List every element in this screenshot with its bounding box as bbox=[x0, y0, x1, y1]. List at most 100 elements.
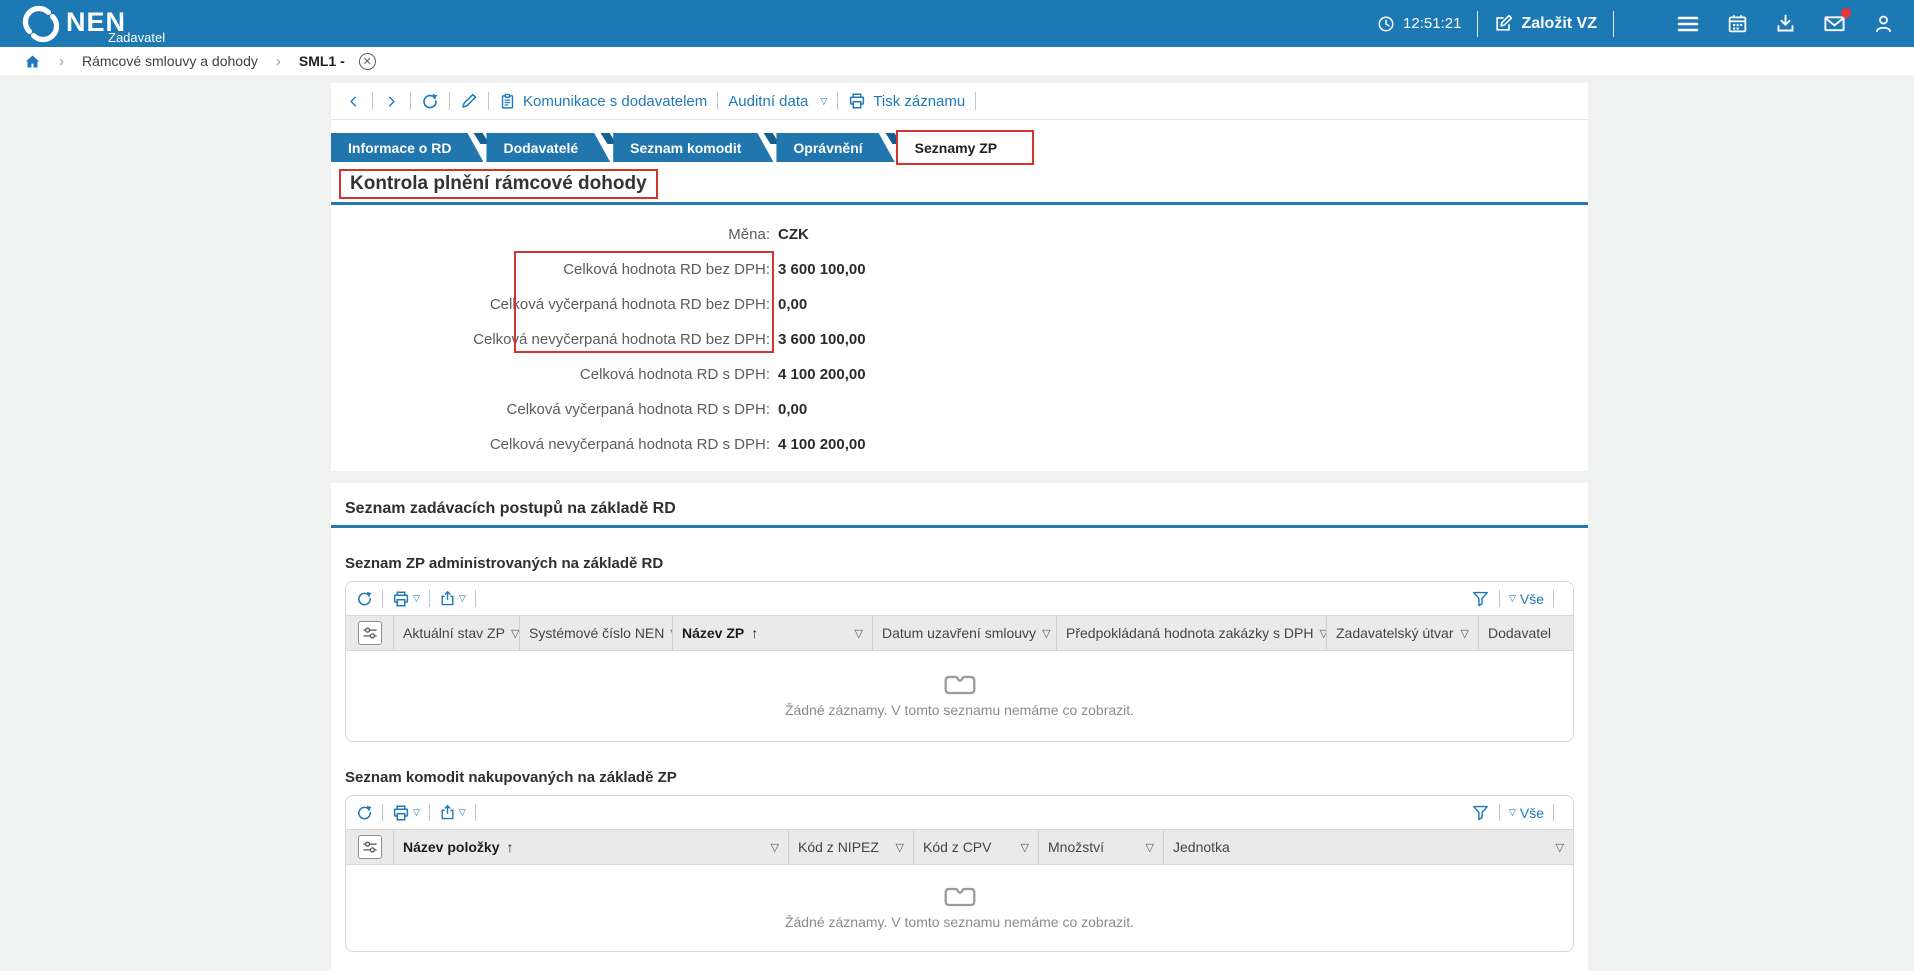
column-header[interactable]: Jednotka ▽ bbox=[1164, 830, 1573, 864]
empty-tray-icon bbox=[944, 675, 976, 695]
table-export-dropdown[interactable]: ▽ bbox=[439, 804, 466, 821]
divider bbox=[474, 804, 476, 821]
column-header[interactable]: Název položky ↑ ▽ bbox=[394, 830, 789, 864]
tab-oprávnění[interactable]: Oprávnění bbox=[776, 133, 894, 162]
table-refresh-button[interactable] bbox=[356, 804, 373, 821]
table-header-row: Název položky ↑ ▽ Kód z NIPEZ ▽ Kód z CPV ▽ Mno… bbox=[346, 829, 1573, 865]
table-filter-button[interactable] bbox=[1471, 803, 1490, 822]
section-title: Seznam zadávacích postupů na základě RD bbox=[345, 500, 676, 517]
table-toolbar: ▽ ▽ ▽ Vše bbox=[346, 796, 1573, 829]
show-all-button[interactable]: Vše bbox=[1519, 804, 1544, 821]
breadcrumb-item-framework-agreements[interactable]: Rámcové smlouvy a dohody bbox=[82, 53, 258, 69]
filter-icon[interactable]: ▽ bbox=[510, 627, 520, 640]
create-vz-button[interactable]: Založit VZ bbox=[1494, 14, 1597, 33]
edit-button[interactable] bbox=[460, 92, 478, 110]
column-label: Kód z CPV bbox=[923, 839, 992, 855]
clipboard-icon bbox=[499, 93, 516, 110]
column-header[interactable]: Dodavatel bbox=[1479, 616, 1573, 650]
column-header[interactable]: Systémové číslo NEN▽ bbox=[520, 616, 673, 650]
printer-icon bbox=[392, 590, 410, 608]
field-label: Celková vyčerpaná hodnota RD bez DPH: bbox=[489, 296, 770, 313]
top-app-bar: NEN Zadavatel 12:51:21 Založit VZ bbox=[0, 0, 1914, 47]
share-icon bbox=[439, 804, 456, 821]
table-refresh-button[interactable] bbox=[356, 590, 373, 607]
column-header[interactable]: Název ZP ↑ ▽ bbox=[673, 616, 873, 650]
column-label: Dodavatel bbox=[1488, 625, 1552, 641]
filter-icon[interactable]: ▽ bbox=[1020, 841, 1029, 854]
table-filter-button[interactable] bbox=[1471, 589, 1490, 608]
refresh-button[interactable] bbox=[421, 92, 439, 110]
column-settings-cell bbox=[346, 616, 394, 650]
brand-name: NEN bbox=[66, 6, 127, 37]
field-row: Celková hodnota RD bez DPH: 3 600 100,00 bbox=[331, 252, 1588, 287]
forward-button[interactable] bbox=[383, 93, 400, 110]
commodities-table-panel: ▽ ▽ ▽ Vše Název položky ↑ ▽ Kód z NIPEZ ▽ Kód… bbox=[345, 795, 1574, 952]
filter-icon[interactable]: ▽ bbox=[1460, 627, 1469, 640]
tab-seznamy-zp[interactable]: Seznamy ZP bbox=[895, 130, 1035, 165]
tab-informace-o-rd[interactable]: Informace o RD bbox=[331, 133, 483, 162]
field-row: Měna: CZK bbox=[331, 217, 1588, 252]
field-row: Celková nevyčerpaná hodnota RD s DPH: 4 1… bbox=[331, 427, 1588, 462]
close-record-icon[interactable]: ✕ bbox=[358, 52, 376, 70]
field-row: Celková vyčerpaná hodnota RD s DPH: 0,00 bbox=[331, 392, 1588, 427]
column-header[interactable]: Množství ▽ bbox=[1039, 830, 1164, 864]
field-row: Celková vyčerpaná hodnota RD bez DPH: 0,0… bbox=[331, 287, 1588, 322]
field-value: 4 100 200,00 bbox=[778, 366, 866, 383]
chevron-down-icon: ▽ bbox=[413, 593, 420, 603]
table-print-dropdown[interactable]: ▽ bbox=[392, 590, 420, 608]
column-header[interactable]: Zadavatelský útvar ▽ bbox=[1327, 616, 1479, 650]
column-label: Aktuální stav ZP bbox=[403, 625, 505, 641]
field-row: Celková hodnota RD s DPH: 4 100 200,00 bbox=[331, 357, 1588, 392]
table-export-dropdown[interactable]: ▽ bbox=[439, 590, 466, 607]
filter-icon[interactable]: ▽ bbox=[1145, 841, 1154, 854]
hamburger-menu-icon[interactable] bbox=[1676, 12, 1700, 36]
column-settings-icon[interactable] bbox=[357, 835, 382, 859]
field-value: 0,00 bbox=[778, 401, 808, 418]
calendar-icon[interactable] bbox=[1727, 13, 1748, 34]
download-icon[interactable] bbox=[1775, 13, 1796, 34]
breadcrumb: › Rámcové smlouvy a dohody › SML1 - ✕ bbox=[0, 47, 1914, 75]
funnel-icon bbox=[1471, 589, 1490, 608]
table-empty-state: Žádné záznamy. V tomto seznamu nemáme co… bbox=[346, 651, 1573, 741]
tab-dodavatelé[interactable]: Dodavatelé bbox=[486, 133, 610, 162]
back-button[interactable] bbox=[345, 93, 362, 110]
filter-icon[interactable]: ▽ bbox=[770, 841, 779, 854]
print-record-button[interactable]: Tisk záznamu bbox=[848, 92, 965, 110]
column-settings-icon[interactable] bbox=[357, 621, 382, 645]
column-label: Předpokládaná hodnota zakázky s DPH bbox=[1066, 625, 1314, 641]
divider bbox=[331, 202, 1588, 205]
supplier-communication-button[interactable]: Komunikace s dodavatelem bbox=[499, 93, 707, 110]
home-icon[interactable] bbox=[24, 52, 41, 70]
divider bbox=[488, 92, 489, 110]
show-all-button[interactable]: Vše bbox=[1519, 590, 1544, 607]
filter-icon[interactable]: ▽ bbox=[1555, 841, 1564, 854]
filter-icon[interactable]: ▽ bbox=[895, 841, 904, 854]
column-header[interactable]: Kód z NIPEZ ▽ bbox=[789, 830, 914, 864]
column-header[interactable]: Předpokládaná hodnota zakázky s DPH▽ bbox=[1057, 616, 1327, 650]
content-area: Komunikace s dodavatelem Auditní data ▽ T… bbox=[331, 83, 1588, 971]
divider bbox=[1477, 10, 1479, 37]
filter-icon[interactable]: ▽ bbox=[1042, 627, 1051, 640]
filter-icon[interactable]: ▽ bbox=[664, 627, 672, 640]
filter-icon[interactable]: ▽ bbox=[1313, 627, 1326, 640]
empty-tray-icon bbox=[944, 887, 976, 907]
column-header[interactable]: Datum uzavření smlouvy ▽ bbox=[873, 616, 1057, 650]
column-header[interactable]: Kód z CPV ▽ bbox=[914, 830, 1039, 864]
divider bbox=[372, 92, 373, 110]
divider bbox=[1498, 804, 1500, 821]
brand-role: Zadavatel bbox=[108, 29, 166, 45]
column-label: Datum uzavření smlouvy bbox=[882, 625, 1037, 641]
user-profile-icon[interactable] bbox=[1873, 13, 1894, 34]
table-print-dropdown[interactable]: ▽ bbox=[392, 804, 420, 822]
nen-logo-icon bbox=[22, 5, 60, 43]
tab-seznam-komodit[interactable]: Seznam komodit bbox=[613, 133, 773, 162]
table-header-row: Aktuální stav ZP▽Systémové číslo NEN▽Náz… bbox=[346, 615, 1573, 651]
column-label: Jednotka bbox=[1173, 839, 1230, 855]
divider bbox=[1498, 590, 1500, 607]
audit-data-dropdown[interactable]: Auditní data ▽ bbox=[728, 92, 828, 110]
divider bbox=[1553, 590, 1554, 607]
messages-button[interactable] bbox=[1823, 8, 1851, 35]
column-header[interactable]: Aktuální stav ZP ▽ bbox=[394, 616, 520, 650]
filter-icon[interactable]: ▽ bbox=[854, 627, 863, 640]
funnel-icon bbox=[1471, 803, 1490, 822]
